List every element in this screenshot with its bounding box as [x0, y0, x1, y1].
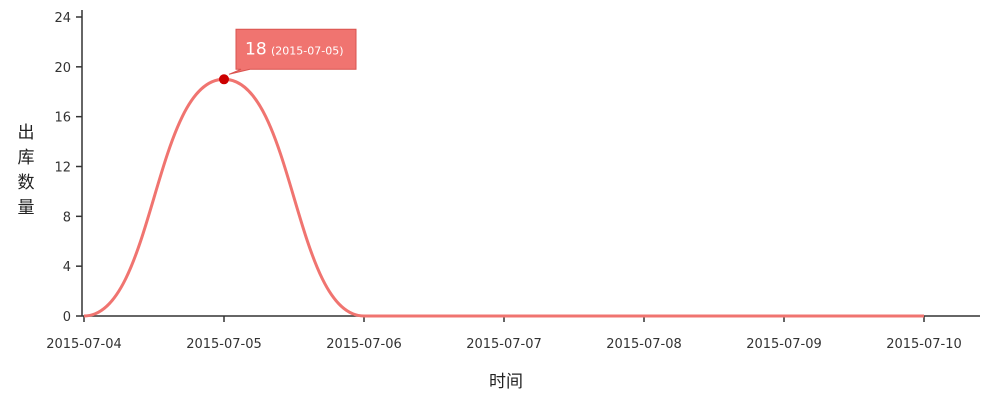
tooltip: 18 (2015-07-05) — [229, 29, 356, 74]
y-tick-label: 24 — [54, 11, 71, 26]
y-axis-title-char: 数 — [18, 173, 35, 193]
y-axis-title-char: 出 — [18, 123, 35, 143]
x-axis-title: 时间 — [489, 372, 523, 392]
x-tick-label: 2015-07-10 — [886, 337, 962, 352]
y-axis-title-char: 库 — [18, 148, 35, 168]
tooltip-value: 18 — [245, 39, 267, 59]
x-axis-ticks: 2015-07-04 2015-07-05 2015-07-06 2015-07-07… — [46, 316, 962, 352]
series-layer — [84, 79, 924, 316]
y-tick-label: 0 — [63, 310, 71, 325]
y-tick-label: 16 — [54, 111, 71, 126]
x-tick-label: 2015-07-04 — [46, 337, 122, 352]
y-axis-title-char: 量 — [18, 198, 35, 218]
y-axis: 0 4 8 12 16 20 24 — [54, 10, 82, 325]
y-tick-label: 20 — [54, 61, 71, 76]
x-axis: 2015-07-04 2015-07-05 2015-07-06 2015-07-07… — [46, 316, 980, 352]
tooltip-date: (2015-07-05) — [271, 44, 344, 57]
y-tick-label: 8 — [63, 210, 71, 225]
x-tick-label: 2015-07-09 — [746, 337, 822, 352]
x-tick-label: 2015-07-07 — [466, 337, 542, 352]
x-tick-label: 2015-07-08 — [606, 337, 682, 352]
y-tick-label: 12 — [54, 161, 71, 176]
x-tick-label: 2015-07-05 — [186, 337, 262, 352]
series-line-0 — [84, 79, 924, 316]
hover-point-marker — [219, 74, 229, 84]
x-tick-label: 2015-07-06 — [326, 337, 402, 352]
y-axis-ticks: 0 4 8 12 16 20 24 — [54, 11, 82, 325]
y-tick-label: 4 — [63, 260, 71, 275]
